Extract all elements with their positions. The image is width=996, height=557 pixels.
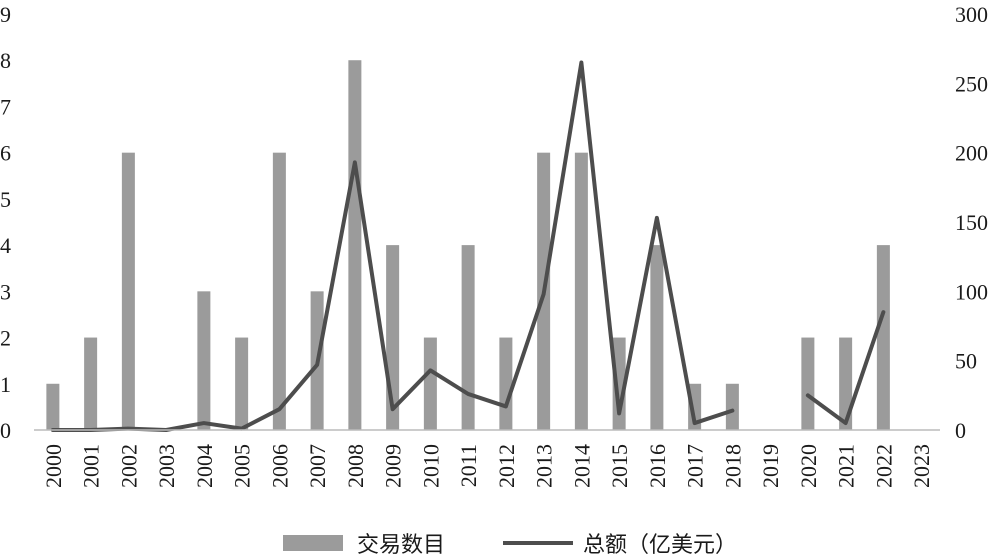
x-axis-tick-label: 2020 [796, 444, 821, 488]
bar [499, 337, 513, 430]
left-axis: 0 1 2 3 4 5 6 7 8 9 [0, 2, 11, 443]
x-axis-tick-label: 2016 [645, 444, 670, 488]
x-axis-tick-label: 2000 [41, 444, 66, 488]
bar [650, 245, 664, 430]
bar [801, 337, 815, 430]
bar [423, 337, 437, 430]
x-axis-tick-label: 2009 [381, 444, 406, 488]
right-axis-tick-label: 300 [955, 2, 988, 27]
bar [839, 337, 853, 430]
left-axis-tick-label: 4 [0, 233, 11, 258]
x-axis-tick-label: 2011 [456, 444, 481, 487]
bar [348, 60, 362, 430]
x-axis-tick-label: 2013 [532, 444, 557, 488]
x-axis-tick-label: 2014 [569, 444, 594, 488]
x-axis-tick-label: 2022 [871, 444, 896, 488]
x-axis-tick-label: 2010 [418, 444, 443, 488]
x-axis-tick-label: 2008 [343, 444, 368, 488]
legend-bar-label: 交易数目 [357, 533, 445, 557]
x-axis-tick-label: 2012 [494, 444, 519, 488]
bar [121, 152, 135, 430]
right-axis-tick-label: 50 [955, 349, 977, 374]
x-axis-tick-label: 2023 [909, 444, 934, 488]
left-axis-tick-label: 6 [0, 141, 11, 166]
x-axis-tick-label: 2005 [230, 444, 255, 488]
bar [84, 337, 98, 430]
bar [197, 291, 211, 430]
legend-line-label: 总额（亿美元） [583, 533, 737, 557]
x-axis-tick-label: 2019 [758, 444, 783, 488]
x-axis-tick-label: 2004 [192, 444, 217, 488]
bar [235, 337, 249, 430]
right-axis: 0 50 100 150 200 250 300 [955, 2, 988, 443]
bar [725, 383, 739, 430]
x-axis-tick-label: 2015 [607, 444, 632, 488]
right-axis-tick-label: 250 [955, 71, 988, 96]
right-axis-tick-label: 100 [955, 279, 988, 304]
left-axis-tick-label: 5 [0, 187, 11, 212]
left-axis-tick-label: 7 [0, 94, 11, 119]
x-axis-tick-label: 2018 [720, 444, 745, 488]
bar [574, 152, 588, 430]
left-axis-tick-label: 8 [0, 48, 11, 73]
left-axis-tick-label: 3 [0, 279, 11, 304]
x-axis-tick-label: 2017 [683, 444, 708, 488]
x-axis-tick-label: 2002 [116, 444, 141, 488]
x-axis-tick-label: 2001 [79, 444, 104, 488]
left-axis-tick-label: 9 [0, 2, 11, 27]
x-axis: 2000 2001 2002 2003 2004 2005 2006 2007 2008 2009… [41, 444, 934, 488]
right-axis-tick-label: 150 [955, 210, 988, 235]
bar [461, 245, 475, 430]
bar [272, 152, 286, 430]
left-axis-tick-label: 1 [0, 372, 11, 397]
x-axis-tick-label: 2007 [305, 444, 330, 488]
x-axis-tick-label: 2021 [834, 444, 859, 488]
right-axis-tick-label: 200 [955, 141, 988, 166]
line-segment [805, 310, 886, 426]
bar [46, 383, 60, 430]
left-axis-tick-label: 0 [0, 418, 11, 443]
bar [876, 245, 890, 430]
legend: 交易数目 总额（亿美元） [283, 533, 737, 557]
legend-bar-swatch [283, 535, 343, 551]
x-axis-tick-label: 2003 [154, 444, 179, 488]
bar-series [46, 60, 890, 430]
right-axis-tick-label: 0 [955, 418, 966, 443]
left-axis-tick-label: 2 [0, 326, 11, 351]
x-axis-tick-label: 2006 [267, 444, 292, 488]
